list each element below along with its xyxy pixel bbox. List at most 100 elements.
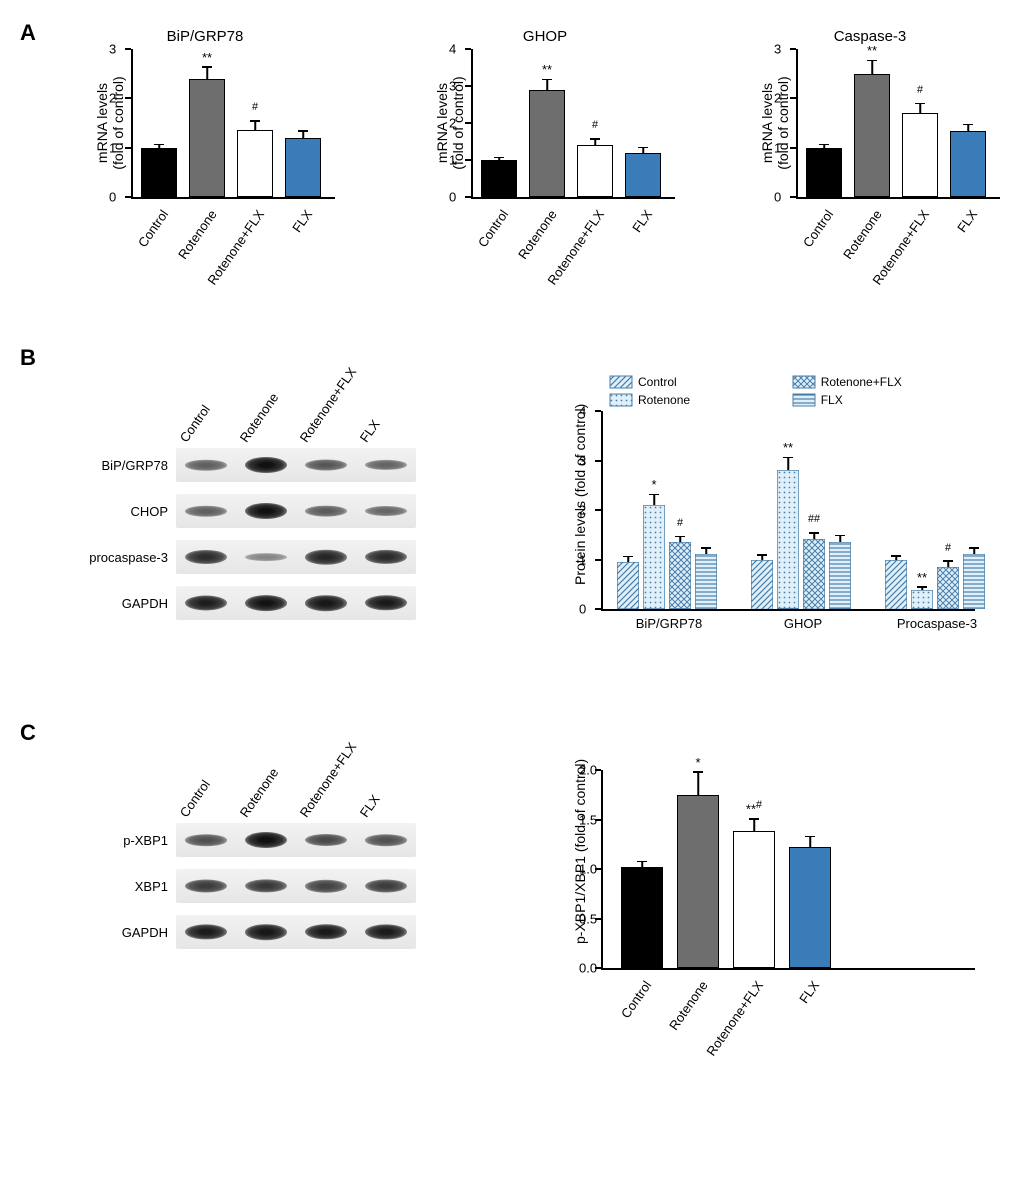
- bar: [777, 470, 799, 609]
- blot-strip: [176, 823, 416, 857]
- legend-label: Control: [638, 375, 677, 389]
- ytick-label: 3: [774, 42, 781, 57]
- ytick-label: 1: [109, 140, 116, 155]
- significance-marker: #: [252, 101, 258, 118]
- bar: [141, 148, 177, 197]
- blot-row: procaspase-3: [78, 537, 438, 577]
- significance-marker: **#: [746, 799, 762, 816]
- bar: [669, 542, 691, 609]
- group-label: GHOP: [784, 616, 822, 631]
- band: [185, 880, 227, 893]
- blot-row-label: procaspase-3: [78, 550, 176, 565]
- x-axis-label: Rotenone: [515, 207, 560, 262]
- legend-label: Rotenone+FLX: [821, 375, 902, 389]
- legend-item: Rotenone: [609, 393, 774, 407]
- blot-row-label: GAPDH: [78, 925, 176, 940]
- ytick-label: 1: [579, 552, 586, 567]
- ytick-label: 2: [774, 91, 781, 106]
- x-axis-label: Rotenone: [175, 207, 220, 262]
- bar: [677, 795, 719, 968]
- bar: [625, 153, 661, 197]
- band: [365, 595, 407, 610]
- ytick-label: 2.0: [579, 763, 597, 778]
- significance-marker: #: [945, 542, 951, 559]
- bar: [854, 74, 890, 197]
- x-axis-label: FLX: [289, 207, 315, 235]
- ytick-label: 1: [774, 140, 781, 155]
- x-axis-label: FLX: [629, 207, 655, 235]
- blot-row: CHOP: [78, 491, 438, 531]
- significance-marker: *: [651, 477, 656, 492]
- band: [245, 595, 287, 611]
- bar: [643, 505, 665, 609]
- significance-marker: *: [695, 755, 700, 770]
- y-axis-label: mRNA levels(fold of control): [94, 48, 126, 198]
- blot-strip: [176, 540, 416, 574]
- ytick-label: 0: [449, 190, 456, 205]
- blot-row-label: BiP/GRP78: [78, 458, 176, 473]
- group-label: BiP/GRP78: [636, 616, 702, 631]
- blot-strip: [176, 586, 416, 620]
- significance-marker: **: [867, 43, 877, 58]
- x-axis-label: Control: [618, 978, 654, 1021]
- ytick-label: 2: [579, 503, 586, 518]
- blot-strip: [176, 494, 416, 528]
- lane-label: Control: [177, 777, 213, 820]
- bar: [621, 867, 663, 968]
- ytick-label: 0: [579, 602, 586, 617]
- band: [305, 506, 347, 517]
- band: [305, 924, 347, 939]
- bar: [189, 79, 225, 197]
- band: [365, 834, 407, 846]
- blot-row: BiP/GRP78: [78, 445, 438, 485]
- lane-label: Rotenone: [237, 390, 282, 445]
- band: [365, 924, 407, 939]
- blot-row: XBP1: [78, 866, 438, 906]
- panel-a: A BiP/GRP78mRNA levels(fold of control)0…: [20, 20, 1000, 330]
- ytick-label: 4: [579, 404, 586, 419]
- band: [185, 506, 227, 517]
- significance-marker: **: [202, 50, 212, 65]
- band: [365, 880, 407, 893]
- band: [305, 595, 347, 611]
- ytick-label: 3: [449, 79, 456, 94]
- panel-b: B ControlRotenoneRotenone+FLXFLX BiP/GRP…: [20, 345, 1000, 705]
- bar: [751, 560, 773, 610]
- bar: [577, 145, 613, 197]
- blot-strip: [176, 915, 416, 949]
- panel-a-label: A: [20, 20, 36, 46]
- blot-row: p-XBP1: [78, 820, 438, 860]
- bar: [237, 130, 273, 197]
- group-label: Procaspase-3: [897, 616, 977, 631]
- y-axis-label: mRNA levels(fold of control): [759, 48, 791, 198]
- lane-label: Rotenone: [237, 765, 282, 820]
- bar: [950, 131, 986, 197]
- ytick-label: 1.0: [579, 862, 597, 877]
- blot-row-label: XBP1: [78, 879, 176, 894]
- band: [365, 550, 407, 564]
- lane-label: Rotenone+FLX: [297, 739, 360, 820]
- bar: [285, 138, 321, 197]
- blot-row-label: CHOP: [78, 504, 176, 519]
- band: [185, 460, 227, 471]
- significance-marker: **: [542, 62, 552, 77]
- ytick-label: 0.0: [579, 961, 597, 976]
- x-axis-label: FLX: [954, 207, 980, 235]
- band: [245, 879, 287, 892]
- panel-c-blots: Control Rotenone Rotenone+FLXFLX p-XBP1 XBP…: [78, 730, 438, 958]
- bar-chart: GHOPmRNA levels(fold of control)01234Con…: [415, 28, 675, 288]
- blot-row-label: GAPDH: [78, 596, 176, 611]
- bar: [963, 554, 985, 609]
- significance-marker: #: [677, 517, 683, 534]
- bar: [829, 542, 851, 609]
- band: [245, 832, 287, 848]
- significance-marker: #: [592, 119, 598, 136]
- legend-label: Rotenone: [638, 393, 690, 407]
- panel-b-label: B: [20, 345, 36, 371]
- legend-item: Rotenone+FLX: [792, 375, 957, 389]
- lane-label: FLX: [357, 792, 383, 820]
- band: [305, 880, 347, 893]
- bar: [529, 90, 565, 197]
- blot-row: GAPDH: [78, 583, 438, 623]
- band: [245, 924, 287, 940]
